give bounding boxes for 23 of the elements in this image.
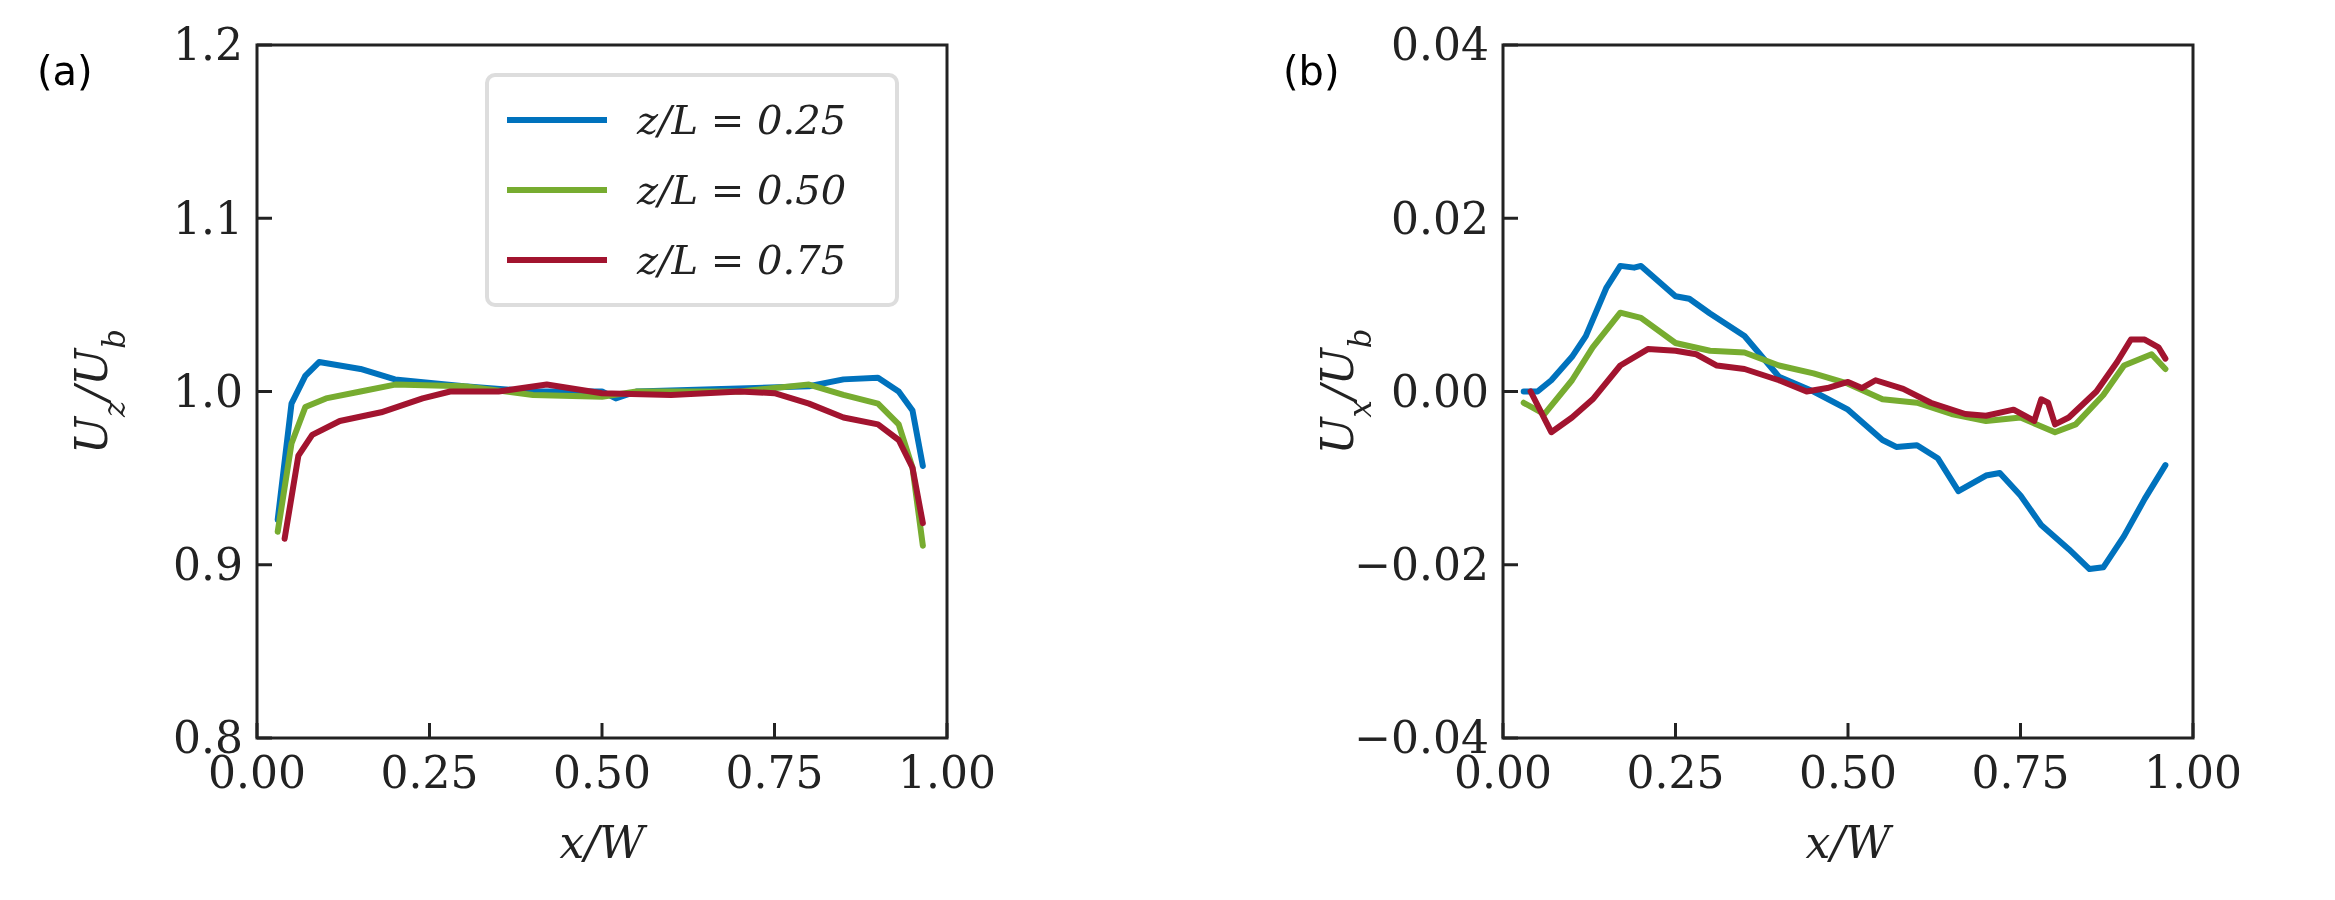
x-tick-label: 0.50 <box>1799 747 1897 798</box>
text: (b) <box>1283 48 1340 94</box>
y-tick-label: 1.2 <box>173 19 243 71</box>
legend-label: z/L = 0.25 <box>636 97 847 143</box>
x-tick-label: 0.25 <box>1626 747 1725 798</box>
x-tick-label: 0.75 <box>1971 747 2070 798</box>
x-axis-title: x/W <box>1805 817 1895 868</box>
x-tick-label: 0.50 <box>553 747 651 798</box>
y-tick-label: 0.00 <box>1391 365 1489 417</box>
y-tick-label: 0.9 <box>173 539 243 591</box>
text: (a) <box>37 48 93 94</box>
legend-label: z/L = 0.75 <box>636 237 847 283</box>
y-tick-label: 0.04 <box>1391 19 1489 71</box>
y-tick-label: −0.02 <box>1354 539 1489 591</box>
x-tick-label: 1.00 <box>2144 747 2242 798</box>
x-tick-label: 0.75 <box>725 747 824 798</box>
x-tick-label: 1.00 <box>898 747 996 798</box>
x-tick-label: 0.25 <box>380 747 479 798</box>
y-tick-label: 1.0 <box>173 365 243 417</box>
legend-label: z/L = 0.50 <box>636 167 847 213</box>
x-axis-title: x/W <box>559 817 649 868</box>
y-tick-label: 1.1 <box>173 192 243 244</box>
y-tick-label: 0.02 <box>1391 192 1489 244</box>
